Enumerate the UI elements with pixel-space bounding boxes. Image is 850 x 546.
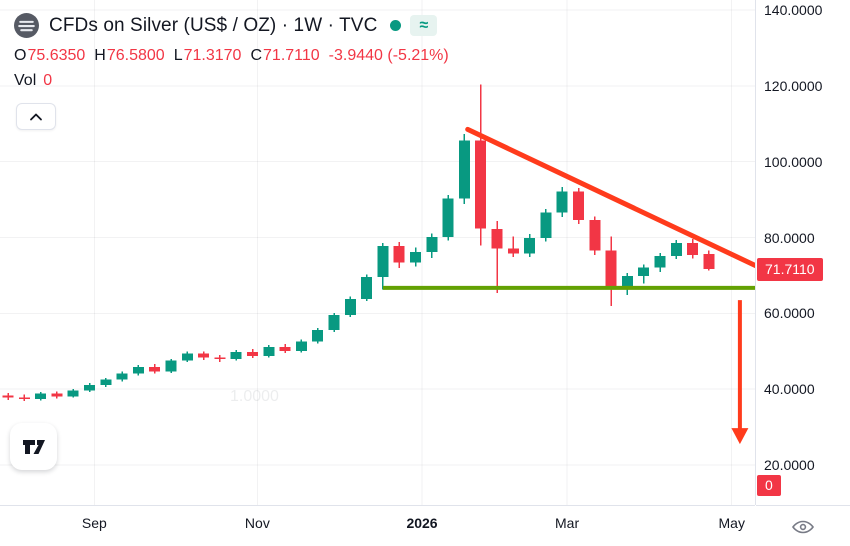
candle-body: [230, 352, 242, 360]
instrument-logo-icon[interactable]: [14, 13, 39, 38]
candle-body: [458, 140, 470, 199]
candle-body: [475, 140, 487, 229]
price-axis-label: 60.0000: [764, 305, 815, 322]
candle-body: [621, 276, 633, 290]
candle-body: [165, 360, 177, 372]
price-axis-label: 20.0000: [764, 457, 815, 473]
candle-body: [84, 385, 95, 391]
time-axis-label: Mar: [555, 515, 580, 531]
time-axis-label: Sep: [81, 515, 107, 531]
ohlc-row: O 75.6350 H 76.5800 L 71.3170 C 71.7110 …: [14, 47, 449, 65]
candle-body: [442, 198, 454, 238]
chart-header: CFDs on Silver (US$ / OZ) · 1W · TVC ≈ O…: [14, 13, 449, 130]
candle-body: [573, 191, 584, 220]
candle-body: [279, 347, 291, 351]
price-axis-label: 140.0000: [764, 2, 823, 18]
candle-body: [670, 242, 682, 257]
axis-corner: [756, 505, 850, 546]
candle-body: [51, 393, 63, 397]
candle-body: [507, 248, 519, 254]
chevron-up-icon: [27, 110, 45, 124]
candle-body: [312, 330, 324, 342]
volume-row: Vol 0: [14, 72, 52, 90]
change-value: -3.9440 (-5.21%): [328, 47, 449, 64]
candle-body: [426, 237, 438, 252]
candle-body: [540, 212, 552, 238]
candle-body: [703, 254, 715, 269]
candle-body: [2, 395, 14, 398]
candle-body: [116, 373, 128, 380]
candle-body: [67, 390, 79, 397]
candle-body: [263, 347, 275, 356]
candle-body: [149, 366, 161, 372]
time-axis[interactable]: Sep Nov 2026 Mar May: [0, 505, 755, 546]
candle-body: [491, 228, 503, 249]
time-axis-label: May: [718, 515, 745, 531]
tradingview-logo[interactable]: [10, 423, 57, 470]
open-label: O: [14, 47, 27, 64]
candle-body: [100, 379, 112, 385]
ohlc-close: C 71.7110: [250, 47, 319, 65]
close-label: C: [250, 47, 263, 64]
symbol-row: CFDs on Silver (US$ / OZ) · 1W · TVC ≈: [14, 13, 438, 38]
time-axis-label: Nov: [244, 515, 270, 531]
delayed-data-badge[interactable]: ≈: [410, 15, 438, 36]
low-label: L: [173, 47, 183, 64]
candle-body: [377, 245, 389, 277]
candle-body: [214, 357, 226, 360]
candle-body: [132, 366, 144, 374]
candle-body: [361, 276, 373, 299]
volume-zero-tag: 0: [757, 475, 781, 496]
candle-body: [410, 251, 421, 263]
candle-body: [605, 250, 617, 290]
tradingview-logo-icon: [20, 433, 48, 461]
eye-icon: [791, 518, 815, 536]
time-axis-label: 2026: [406, 515, 438, 531]
price-axis-label: 100.0000: [764, 153, 823, 170]
candle-body: [524, 237, 536, 254]
close-value: 71.7110: [263, 47, 320, 64]
chart-pane[interactable]: [0, 0, 755, 505]
candle-body: [687, 242, 699, 255]
ohlc-low: L 71.3170: [174, 47, 242, 65]
candle-body: [181, 353, 193, 361]
ohlc-high: H 76.5800: [94, 47, 164, 65]
candle-body: [35, 393, 47, 399]
down-arrow-head[interactable]: [731, 428, 749, 445]
price-axis-label: 40.0000: [764, 381, 815, 398]
volume-label[interactable]: Vol: [14, 72, 37, 89]
open-value: 75.6350: [27, 47, 86, 64]
candle-body: [328, 314, 340, 331]
approx-icon: ≈: [419, 16, 429, 34]
candle-body: [393, 245, 405, 263]
ohlc-open: O 75.6350: [14, 47, 85, 65]
candle-body: [198, 353, 210, 358]
data-status-dot-icon: [390, 20, 402, 31]
candle-body: [556, 191, 568, 213]
high-label: H: [94, 47, 106, 64]
visibility-toggle-button[interactable]: [789, 516, 817, 538]
price-axis-label: 120.0000: [764, 77, 823, 94]
current-price-tag: 71.7110: [757, 257, 823, 281]
price-axis[interactable]: 71.7110 0 140.0000 120.0000 100.0000 80.000…: [755, 0, 850, 505]
candle-body: [654, 256, 666, 268]
candle-body: [247, 352, 258, 356]
ghost-watermark: 1.0000: [230, 388, 279, 405]
low-value: 71.3170: [183, 47, 242, 64]
volume-value: 0: [43, 72, 53, 89]
resistance-trendline[interactable]: [465, 126, 755, 269]
collapse-button[interactable]: [16, 103, 56, 130]
high-value: 76.5800: [106, 47, 165, 64]
candle-body: [344, 298, 356, 315]
price-axis-label: 80.0000: [764, 229, 815, 246]
candle-body: [638, 267, 650, 277]
candle-body: [18, 397, 30, 399]
candle-body: [589, 220, 601, 251]
symbol-title[interactable]: CFDs on Silver (US$ / OZ) · 1W · TVC: [49, 14, 378, 36]
candle-body: [295, 341, 307, 351]
